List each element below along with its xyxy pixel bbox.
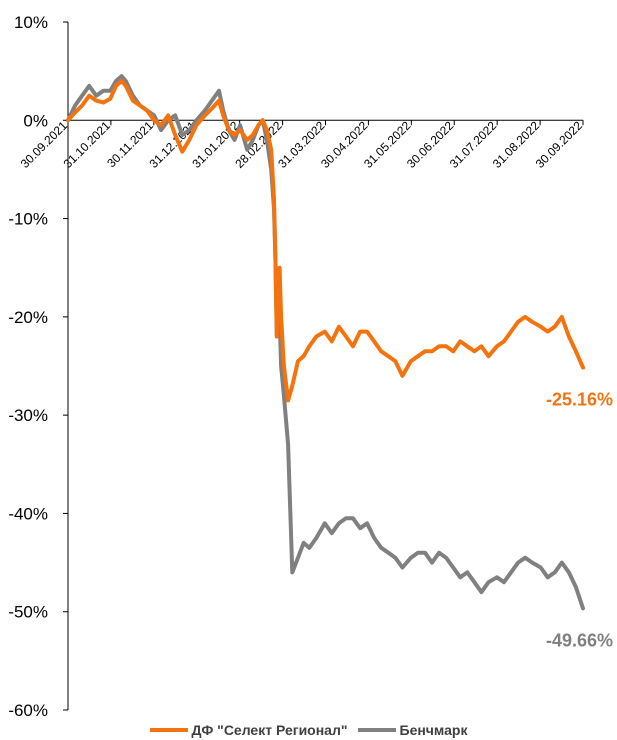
legend: ДФ "Селект Регионал" Бенчмарк <box>0 719 617 740</box>
series-lines <box>66 74 585 611</box>
x-tick-label: 30.09.2022 <box>533 118 586 171</box>
legend-label-fund: ДФ "Селект Регионал" <box>191 721 348 738</box>
legend-item-fund: ДФ "Селект Регионал" <box>149 721 348 738</box>
fund-series-line <box>66 79 585 403</box>
legend-label-benchmark: Бенчмарк <box>399 721 468 738</box>
benchmark-end-label: -49.66% <box>546 630 613 650</box>
legend-swatch-fund <box>149 727 188 732</box>
y-tick-label: -50% <box>8 603 48 622</box>
fund-end-label: -25.16% <box>546 390 613 410</box>
x-tick-label: 31.10.2021 <box>61 118 114 171</box>
y-tick-label: 10% <box>14 13 48 32</box>
y-tick-label: -40% <box>8 504 48 523</box>
line-chart: 10% 0% -10% -20% -30% -40% -50% -60% 30.09.2021… <box>8 13 613 718</box>
end-labels: -25.16% -49.66% <box>546 390 613 651</box>
legend-item-benchmark: Бенчмарк <box>357 721 468 738</box>
y-tick-label: -20% <box>8 308 48 327</box>
y-tick-label: 0% <box>23 111 48 130</box>
y-tick-label: -60% <box>8 701 48 718</box>
x-tick-labels: 30.09.202131.10.202130.11.202131.12.2021… <box>18 118 586 171</box>
legend-swatch-benchmark <box>357 727 396 732</box>
y-tick-labels: 10% 0% -10% -20% -30% -40% -50% -60% <box>8 13 48 718</box>
y-tick-label: -10% <box>8 210 48 229</box>
y-tick-label: -30% <box>8 406 48 425</box>
